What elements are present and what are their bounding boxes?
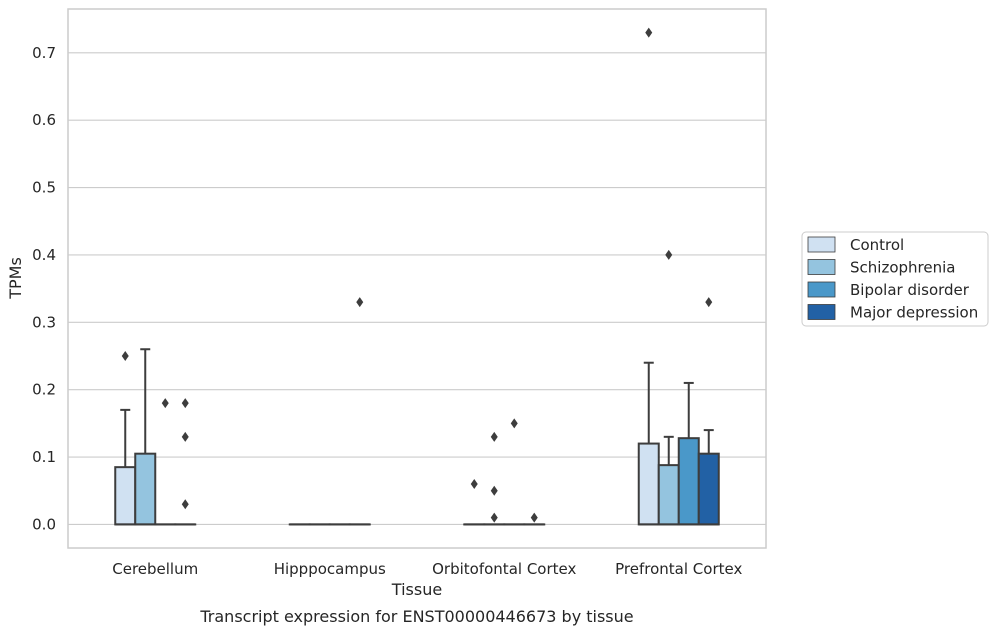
outlier-marker [705,297,713,308]
y-tick-label: 0.6 [32,111,56,129]
box [697,452,720,526]
x-tick-label: Hipppocampus [274,560,386,578]
legend-swatch [807,236,836,253]
outlier-marker [490,431,498,442]
y-tick-label: 0.1 [32,448,56,466]
y-axis-title: TPMs [6,257,25,300]
box-group [677,381,700,526]
y-tick-label: 0.4 [32,246,56,264]
outlier-marker [665,249,673,260]
box [657,464,680,526]
plot-frame [67,8,767,549]
legend-label: Bipolar disorder [850,281,970,299]
y-tick-label: 0.0 [32,515,56,533]
box [637,442,660,526]
box-group [503,418,526,526]
box-group [657,249,680,526]
box-group [637,27,660,526]
legend-frame [801,231,989,327]
x-axis-title: Tissue [391,580,442,599]
outlier-marker [181,499,189,510]
box-group [154,398,177,526]
y-tick-label: 0.5 [32,179,56,197]
box-group [114,350,137,526]
outlier-marker [470,478,478,489]
legend-label: Major depression [850,304,978,322]
outlier-marker [356,297,364,308]
legend-label: Schizophrenia [850,259,955,277]
outlier-marker [181,398,189,409]
outlier-marker [490,485,498,496]
gridlines [68,52,766,526]
box-group [134,348,157,526]
boxes [114,27,720,526]
legend: Control Schizophrenia Bipolar disorder Majo… [801,231,989,327]
outlier-marker [530,512,538,523]
y-tick-label: 0.7 [32,44,56,62]
box [114,466,137,526]
legend-swatch [807,259,836,275]
box-group [174,398,197,526]
box-group [463,478,486,526]
x-tick-label: Cerebellum [112,560,198,578]
y-tick-labels: 0.0 0.1 0.2 0.3 0.4 0.5 0.6 0.7 [32,44,56,534]
outlier-marker [121,350,129,361]
y-tick-label: 0.2 [32,381,56,399]
legend-items: Control Schizophrenia Bipolar disorder Majo… [807,236,978,322]
legend-swatch [807,304,836,320]
chart-caption: Transcript expression for ENST0000044667… [199,607,633,626]
outlier-marker [490,512,498,523]
box-group [483,431,506,526]
legend-label: Control [850,236,904,254]
box-group [523,512,546,526]
outlier-marker [645,27,653,38]
x-tick-label: Prefrontal Cortex [615,560,742,578]
outlier-marker [161,398,169,409]
outlier-marker [510,418,518,429]
outlier-marker [181,431,189,442]
y-tick-label: 0.3 [32,313,56,331]
x-tick-label: Orbitofontal Cortex [432,560,576,578]
box [677,437,700,526]
box-group [697,297,720,526]
box-group [348,297,371,526]
legend-swatch [807,281,836,298]
x-tick-labels: Cerebellum Hipppocampus Orbitofontal Corte… [112,560,742,578]
box [134,452,157,526]
